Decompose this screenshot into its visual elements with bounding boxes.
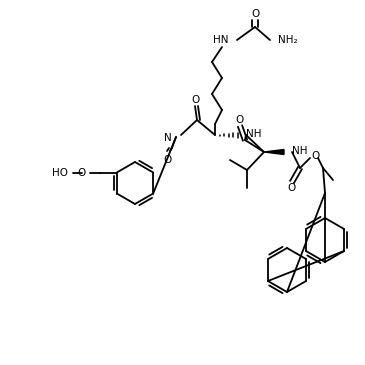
Text: O: O xyxy=(311,151,319,161)
Text: O: O xyxy=(164,155,172,165)
Text: O: O xyxy=(287,183,295,193)
Text: O: O xyxy=(236,115,244,125)
Text: NH: NH xyxy=(292,146,307,156)
Polygon shape xyxy=(264,150,284,154)
Text: HN: HN xyxy=(212,35,228,45)
Text: HO: HO xyxy=(52,168,68,177)
Text: N: N xyxy=(164,133,172,143)
Text: O: O xyxy=(78,168,86,177)
Text: NH: NH xyxy=(246,129,261,139)
Text: NH₂: NH₂ xyxy=(278,35,297,45)
Text: O: O xyxy=(191,95,199,105)
Text: O: O xyxy=(251,9,259,19)
